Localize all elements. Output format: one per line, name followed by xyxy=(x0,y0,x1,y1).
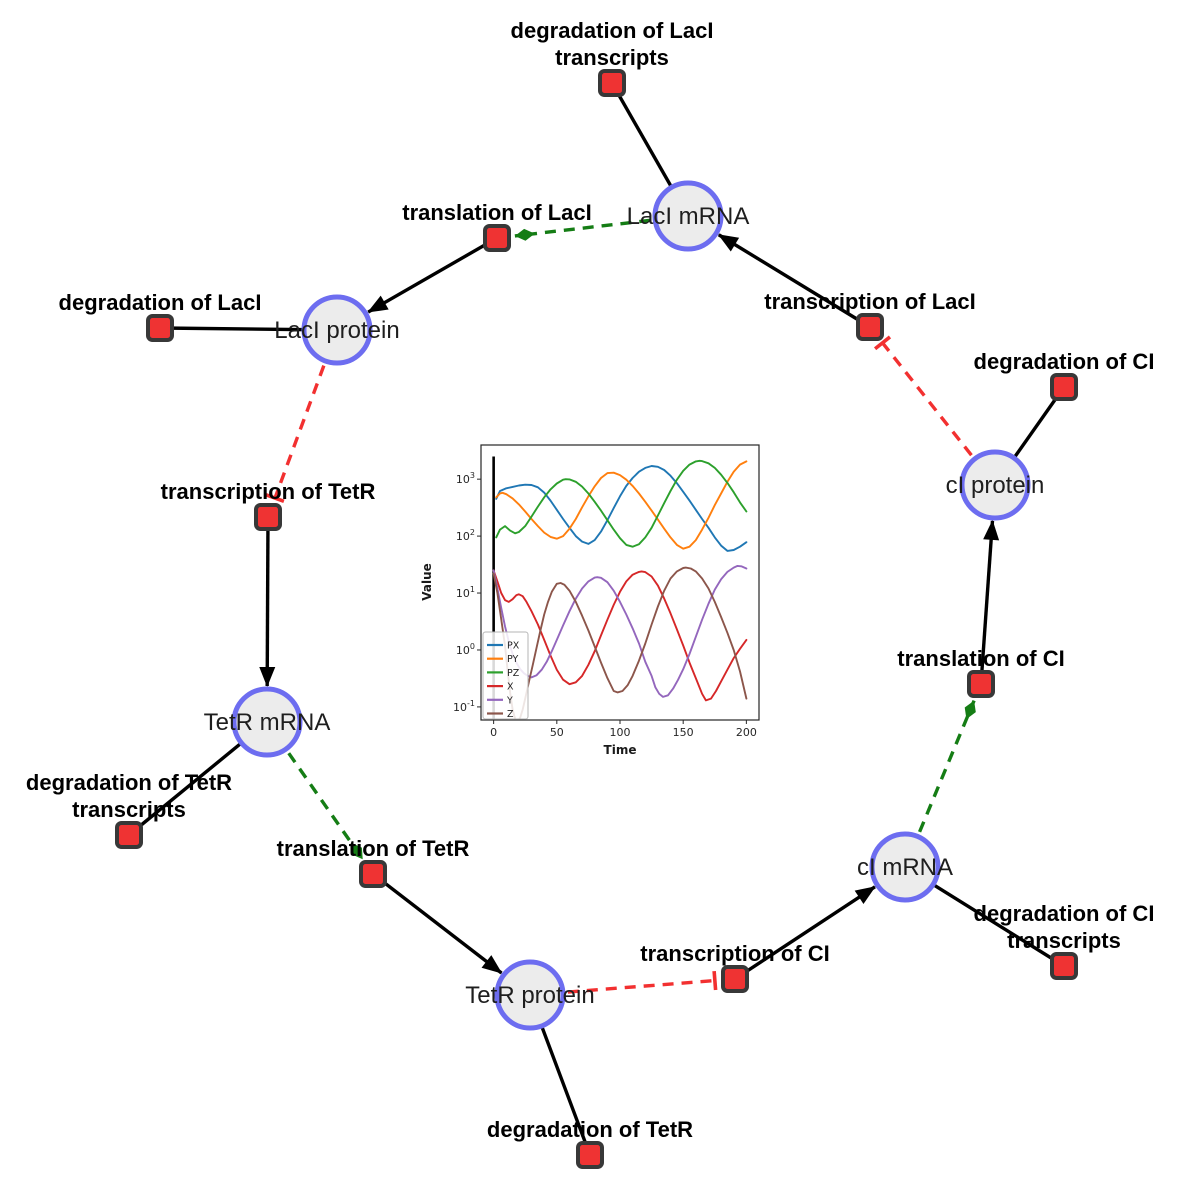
series-PX xyxy=(495,465,748,552)
species-label-cI_protein: cI protein xyxy=(946,472,1045,499)
legend: PX PY PZ XYZ xyxy=(482,631,529,720)
reaction-label-tl_cI: translation of CI xyxy=(897,646,1064,671)
reaction-node-deg_cI[interactable] xyxy=(1050,373,1078,401)
species-node-lacI_mRNA[interactable] xyxy=(652,180,724,252)
x-tick-0: 0 xyxy=(490,726,497,739)
species-node-cI_mRNA[interactable] xyxy=(869,831,941,903)
legend-label-PX: PX xyxy=(507,641,520,652)
edge-tr_cI-cI_mRNA-product xyxy=(734,885,876,981)
reaction-label-deg_tetR: degradation of TetR xyxy=(487,1117,693,1142)
reaction-node-deg_tetR[interactable] xyxy=(576,1141,604,1169)
x-tick-50: 50 xyxy=(550,726,564,739)
y-tick-1e0: 100 xyxy=(456,642,475,657)
reaction-node-deg_tetR_tx[interactable] xyxy=(115,821,143,849)
series-PZ xyxy=(495,459,748,548)
reaction-node-tl_cI[interactable] xyxy=(967,670,995,698)
x-tick-200: 200 xyxy=(736,726,757,739)
reaction-node-deg_lacI_tx[interactable] xyxy=(598,69,626,97)
reaction-node-deg_lacI[interactable] xyxy=(146,314,174,342)
series-X xyxy=(492,569,748,702)
y-tick-1e2: 102 xyxy=(456,528,475,543)
y-tick-1e3: 103 xyxy=(456,471,475,486)
reaction-label-tr_cI: transcription of CI xyxy=(640,941,829,966)
y-tick-1e-1: 10-1 xyxy=(453,699,475,714)
reaction-label-tl_tetR: translation of TetR xyxy=(277,836,470,861)
reaction-node-tr_cI[interactable] xyxy=(721,965,749,993)
legend-label-PY: PY xyxy=(507,654,519,665)
reaction-label-deg_lacI: degradation of LacI xyxy=(59,290,262,315)
species-node-tetR_mRNA[interactable] xyxy=(231,686,303,758)
legend-label-X: X xyxy=(507,682,514,693)
x-tick-100: 100 xyxy=(610,726,631,739)
reaction-label-deg_cI_tx: degradation of CI transcripts xyxy=(974,901,1155,953)
edge-cI_protein-tr_lacI-inhibition xyxy=(873,335,997,487)
time-series-inset: 0 50 100 150 200 10-1 100 101 102 103 PX PY PZ X Y Z Ti… xyxy=(420,424,780,772)
y-tick-1e1: 101 xyxy=(456,585,475,600)
species-label-lacI_protein: LacI protein xyxy=(274,317,399,344)
edge-tl_lacI-lacI_protein-product xyxy=(367,236,498,314)
edge-tetR_protein-tr_cI-inhibition xyxy=(529,970,718,997)
reaction-label-tr_lacI: transcription of LacI xyxy=(764,289,975,314)
x-tick-150: 150 xyxy=(673,726,694,739)
reaction-label-deg_tetR_tx: degradation of TetR transcripts xyxy=(26,770,232,822)
reaction-node-tl_lacI[interactable] xyxy=(483,224,511,252)
species-label-cI_mRNA: cI mRNA xyxy=(857,854,953,881)
edge-tr_lacI-lacI_mRNA-product xyxy=(717,233,871,329)
x-axis-label: Time xyxy=(604,743,637,757)
species-label-tetR_protein: TetR protein xyxy=(465,982,594,1009)
legend-label-Z: Z xyxy=(507,709,514,720)
y-axis-label: Value xyxy=(420,563,434,601)
reaction-node-tr_tetR[interactable] xyxy=(254,503,282,531)
species-node-tetR_protein[interactable] xyxy=(494,959,566,1031)
edge-tl_tetR-tetR_protein-product xyxy=(371,872,503,975)
reaction-label-deg_cI: degradation of CI xyxy=(974,349,1155,374)
inset-plot: 0 50 100 150 200 10-1 100 101 102 103 PX PY PZ XYZ Ti… xyxy=(420,444,760,757)
reaction-label-deg_lacI_tx: degradation of LacI transcripts xyxy=(511,18,714,70)
species-label-lacI_mRNA: LacI mRNA xyxy=(627,203,750,230)
legend-label-Y: Y xyxy=(506,695,513,706)
legend-label-PZ: PZ xyxy=(507,668,520,679)
edge-tr_tetR-tetR_mRNA-product xyxy=(259,516,276,688)
species-node-lacI_protein[interactable] xyxy=(301,294,373,366)
reaction-label-tr_tetR: transcription of TetR xyxy=(161,479,376,504)
reaction-node-deg_cI_tx[interactable] xyxy=(1050,952,1078,980)
reaction-label-tl_lacI: translation of LacI xyxy=(402,200,591,225)
species-node-cI_protein[interactable] xyxy=(959,449,1031,521)
reaction-node-tl_tetR[interactable] xyxy=(359,860,387,888)
reaction-node-tr_lacI[interactable] xyxy=(856,313,884,341)
edge-tl_cI-cI_protein-product xyxy=(979,519,1000,685)
species-label-tetR_mRNA: TetR mRNA xyxy=(204,709,331,736)
